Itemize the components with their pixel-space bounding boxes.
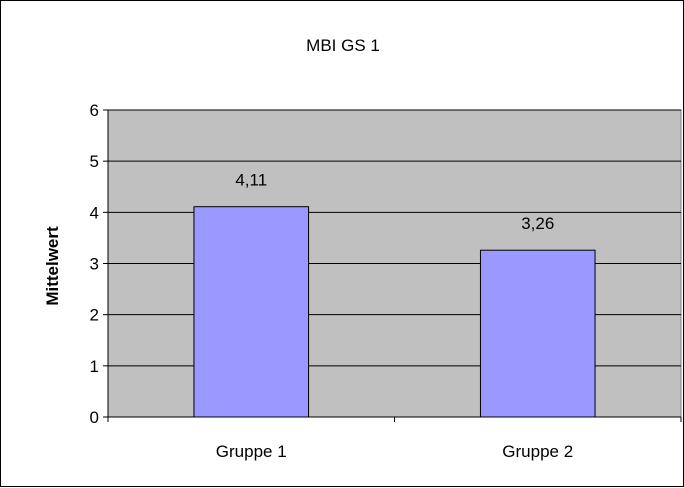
bar-2: [479, 249, 596, 418]
y-axis-label: Mittelwert: [43, 226, 62, 306]
data-label-1: 4,11: [235, 171, 267, 190]
data-labels: 4,11 3,26: [235, 171, 554, 233]
y-axis-ticks: 0 1 2 3 4 5 6: [90, 101, 108, 427]
y-tick-label: 3: [90, 255, 99, 274]
chart-title: MBI GS 1: [306, 36, 380, 55]
data-label-2: 3,26: [521, 214, 554, 233]
y-tick-label: 6: [90, 101, 99, 120]
y-tick-label: 2: [90, 306, 99, 325]
x-tick-label-1: Gruppe 1: [216, 442, 287, 461]
x-tick-label-2: Gruppe 2: [502, 442, 573, 461]
x-axis-ticks: Gruppe 1 Gruppe 2: [107, 417, 682, 461]
y-tick-label: 4: [90, 203, 99, 222]
bar-1: [193, 206, 310, 418]
y-tick-label: 1: [90, 357, 99, 376]
y-tick-label: 5: [90, 152, 99, 171]
bars: [193, 206, 596, 418]
y-tick-label: 0: [90, 408, 99, 427]
